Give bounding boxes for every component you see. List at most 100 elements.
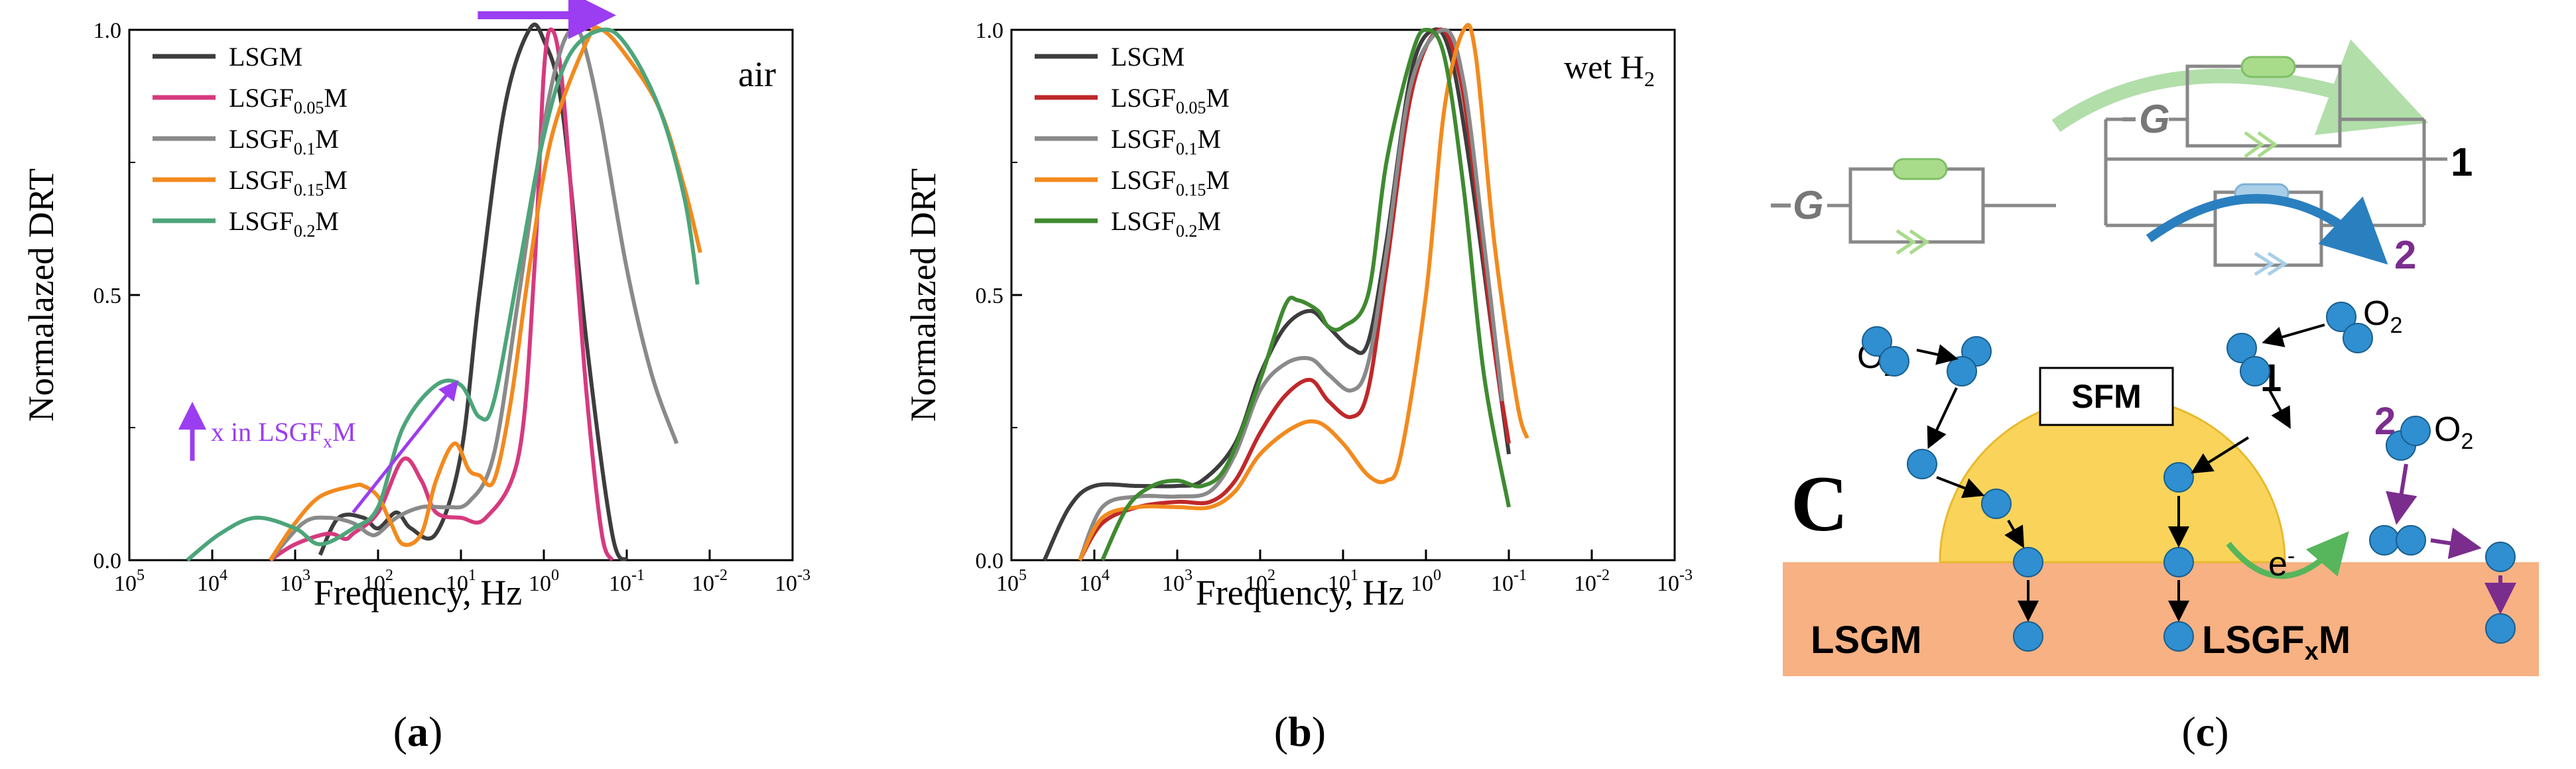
ion <box>2226 333 2257 363</box>
ion <box>2163 621 2194 652</box>
legend-label: LSGF0.2M <box>1111 206 1221 241</box>
panel-caption-a: (a) <box>393 708 443 755</box>
circuit-path-1-label: 1 <box>2451 140 2473 184</box>
legend-a: LSGM LSGF0.05M LSGF0.1M LSGF0.15M LSGF0.2M <box>153 42 348 241</box>
equivalent-circuit-dual: G 1 2 <box>2051 39 2473 277</box>
condition-label-a: air <box>738 54 776 94</box>
circuit-path-2-label: 2 <box>2394 233 2416 277</box>
ion <box>2369 525 2400 556</box>
pathway-2-flow-arrow <box>2146 194 2388 265</box>
arrow <box>2262 324 2325 347</box>
x-tick-label: 10-1 <box>609 567 645 596</box>
resistor-icon <box>2240 56 2296 78</box>
series-line-lsgf01m <box>269 27 679 562</box>
arrow <box>1936 476 1985 499</box>
ion <box>2485 613 2516 644</box>
sfm-label-box <box>2039 367 2174 426</box>
panel-caption-b: (b) <box>1274 708 1326 755</box>
oxygen-ions <box>1862 302 2516 652</box>
ion <box>1907 449 1937 479</box>
x-tick-label: 10-2 <box>1574 567 1610 596</box>
lsgm-label: LSGM <box>1811 619 1922 662</box>
series-line-lsgf01m <box>1078 28 1505 562</box>
legend-label: LSGM <box>229 42 302 72</box>
y-axis-label-a: Normalazed DRT <box>21 168 61 422</box>
x-tick-label: 10-3 <box>1657 567 1693 596</box>
chart-panel-a: 0.0 0.5 1.0 105 104 103 102 101 100 10-1 10-2 10-3… <box>21 0 810 755</box>
arrow <box>1927 387 1958 449</box>
ion <box>1862 326 1892 357</box>
arrow <box>2191 436 2250 474</box>
x-tick-label: 102 <box>1245 567 1275 596</box>
y-tick-label: 0.0 <box>94 549 122 573</box>
y-tick-label: 0.0 <box>976 549 1004 573</box>
x-tick-label: 101 <box>446 567 476 596</box>
series-line-lsgf015m <box>268 25 702 562</box>
panel-caption-c: (c) <box>2181 708 2228 755</box>
electrolyte-substrate <box>1783 562 2539 676</box>
legend-label: LSGM <box>1111 42 1185 72</box>
electron-transfer-arrow <box>2226 531 2349 579</box>
resistor-icon <box>1892 158 1948 180</box>
x-axis-label-a: Frequency, Hz <box>314 573 522 613</box>
schematic-panel-c: SFM C LSGM LSGFxM O2 O2 O2 1 2 <box>1771 39 2539 755</box>
cpe-icon <box>1896 229 1930 255</box>
o2-label-right: O2 <box>2363 294 2402 338</box>
x-tick-label: 10-1 <box>1491 567 1527 596</box>
y-tick-label: 0.5 <box>976 284 1004 308</box>
x-tick-label: 101 <box>1328 567 1358 596</box>
y-axis-label-b: Normalazed DRT <box>903 168 943 422</box>
x-tick-label: 103 <box>280 567 310 596</box>
x-tick-label: 104 <box>197 567 227 596</box>
arrow <box>2267 387 2291 430</box>
legend-label: LSGF0.1M <box>229 124 339 158</box>
y-tick-label: 0.5 <box>94 284 122 308</box>
o2-label-far-right: O2 <box>2434 410 2473 454</box>
x-tick-label: 104 <box>1079 567 1110 596</box>
arrow <box>2430 527 2482 560</box>
x-tick-label: 103 <box>1162 567 1192 596</box>
ion <box>2485 542 2516 572</box>
x-axis-label-b: Frequency, Hz <box>1196 573 1404 613</box>
legend-label: LSGF0.05M <box>229 83 348 117</box>
reaction-arrows <box>1916 324 2325 622</box>
y-tick-label: 1.0 <box>976 19 1004 43</box>
series-line-lsgm <box>1042 27 1511 562</box>
x-tick-label: 102 <box>363 567 393 596</box>
legend-b: LSGM LSGF0.05M LSGF0.1M LSGF0.15M LSGF0.2M <box>1035 42 1230 241</box>
x-tick-label: 10-3 <box>775 567 810 596</box>
series-line-lsgm <box>318 23 629 562</box>
chart-panel-b: 0.0 0.5 1.0 105 104 103 102 101 100 10-1 10-2 10-3… <box>903 19 1693 755</box>
ion <box>2163 462 2194 493</box>
series-line-lsgf005m <box>269 27 614 562</box>
ion <box>2400 416 2431 446</box>
arrow <box>1916 344 1959 365</box>
ion <box>2013 547 2043 577</box>
ion <box>1879 346 1909 377</box>
arrow <box>2004 520 2024 548</box>
ion <box>1947 356 1977 386</box>
ion <box>2240 356 2270 386</box>
ion <box>2343 323 2373 353</box>
x-tick-label: 100 <box>1411 567 1441 596</box>
ion <box>2326 302 2356 332</box>
x-tick-label: 10-2 <box>692 567 728 596</box>
cpe-icon <box>2244 131 2278 158</box>
legend-label: LSGF0.05M <box>1111 83 1230 117</box>
series-line-lsgf02m <box>1100 28 1511 562</box>
gerischer-symbol: G <box>1793 183 1824 227</box>
lsgfxm-label: LSGFxM <box>2202 619 2351 666</box>
x-tick-label: 105 <box>114 567 145 596</box>
equivalent-circuit-single: G <box>1771 158 2056 255</box>
x-tick-label: 105 <box>996 567 1027 596</box>
panel-c-letter: C <box>1791 459 1848 548</box>
legend-label: LSGF0.2M <box>229 206 339 241</box>
pathway-1-flow-arrow <box>2051 39 2429 135</box>
ion <box>2013 621 2043 652</box>
series-line-lsgf015m <box>1078 23 1529 562</box>
ion <box>2396 525 2426 556</box>
condition-label-b: wet H2 <box>1564 48 1655 91</box>
electron-label: e- <box>2268 544 2295 583</box>
legend-label: LSGF0.15M <box>229 165 348 200</box>
y-tick-label: 1.0 <box>94 19 122 43</box>
